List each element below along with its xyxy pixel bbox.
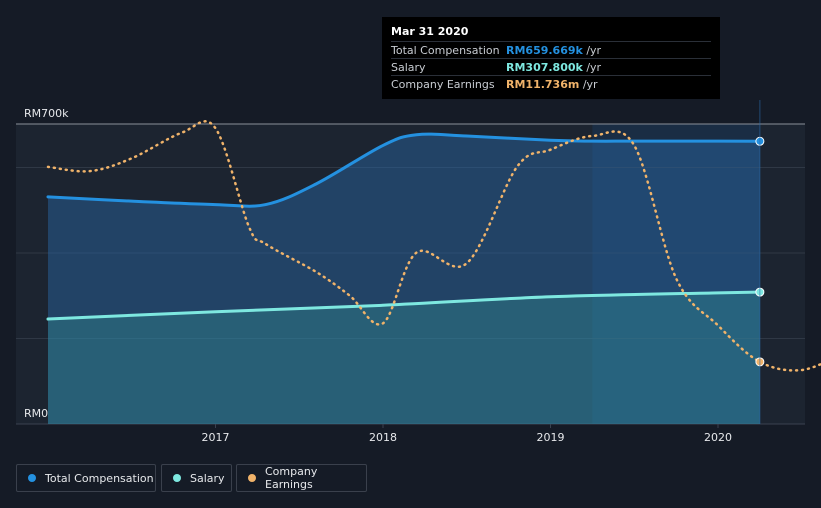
line-salary xyxy=(46,290,762,321)
y-tick-label: RM700k xyxy=(24,107,69,120)
legend-dot-icon xyxy=(28,474,36,482)
area-salary xyxy=(48,292,760,424)
legend-salary[interactable]: Salary xyxy=(161,464,232,492)
x-tick-label: 2017 xyxy=(202,431,230,444)
axis-ticks: RM0 RM700k 2017 2018 2019 2020 xyxy=(24,107,732,444)
line-total-compensation xyxy=(46,132,762,208)
legend-dot-icon xyxy=(173,474,181,482)
tooltip: Mar 31 2020 Total Compensation RM659.669… xyxy=(382,17,720,99)
x-tick-label: 2020 xyxy=(704,431,732,444)
series-lines xyxy=(46,120,821,372)
tooltip-row-total: Total Compensation RM659.669k /yr xyxy=(391,41,711,58)
area-total-compensation xyxy=(48,134,760,424)
tooltip-value: RM659.669k /yr xyxy=(506,44,602,57)
legend-label: Company Earnings xyxy=(265,465,318,491)
legend-label: Salary xyxy=(190,471,225,485)
x-tick-label: 2018 xyxy=(369,431,397,444)
x-tick-label: 2019 xyxy=(537,431,565,444)
line-company-earnings xyxy=(46,120,821,372)
legend-label: Total Compensation xyxy=(45,471,154,485)
series-areas xyxy=(48,134,760,424)
highlight-region xyxy=(592,124,760,424)
tooltip-label: Company Earnings xyxy=(391,78,495,91)
legend-dot-icon xyxy=(248,474,256,482)
series-markers xyxy=(755,100,765,424)
tooltip-value: RM307.800k /yr xyxy=(506,61,602,74)
legend-total-compensation[interactable]: Total Compensation xyxy=(16,464,156,492)
tooltip-date: Mar 31 2020 xyxy=(391,25,469,38)
y-tick-label: RM0 xyxy=(24,407,48,420)
legend-company-earnings[interactable]: Company Earnings xyxy=(236,464,367,492)
tooltip-label: Salary xyxy=(391,61,426,74)
tooltip-value: RM11.736m /yr xyxy=(506,78,598,91)
tooltip-label: Total Compensation xyxy=(391,44,500,57)
tooltip-row-earnings: Company Earnings RM11.736m /yr xyxy=(391,75,711,92)
tooltip-row-salary: Salary RM307.800k /yr xyxy=(391,58,711,75)
